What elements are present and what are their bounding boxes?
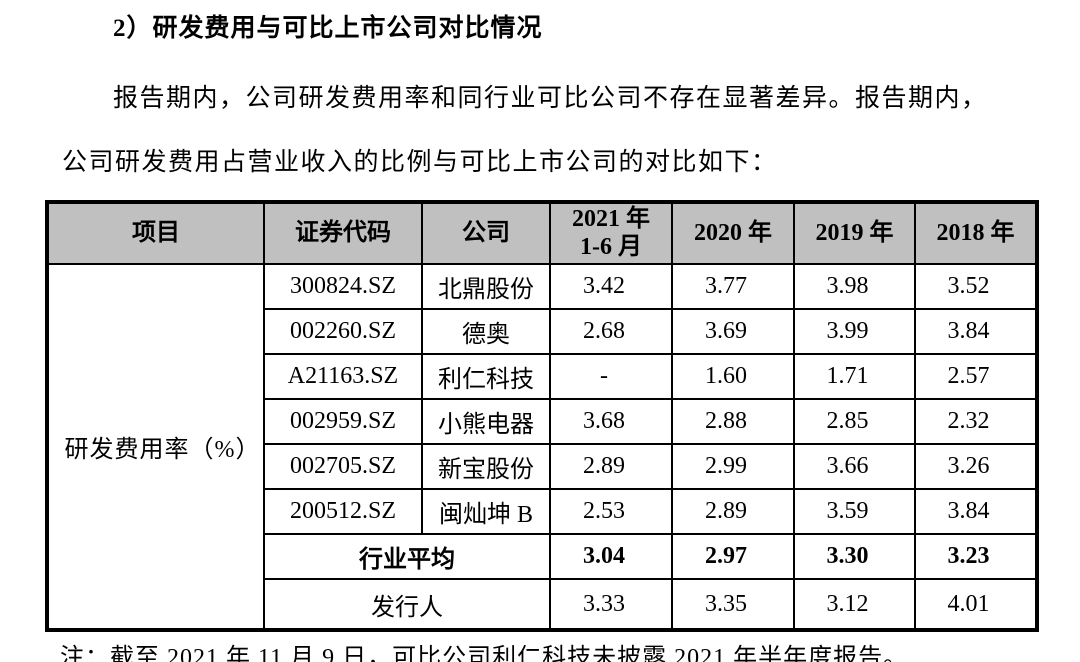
- header-2021h1-line1: 2021 年: [572, 205, 650, 232]
- value-cell: 3.66: [793, 443, 916, 490]
- company-cell: 新宝股份: [421, 443, 551, 490]
- value-cell: 3.12: [793, 578, 916, 631]
- code-cell: 002260.SZ: [263, 308, 423, 355]
- header-2021h1-line2: 1-6 月: [580, 233, 642, 260]
- table-header-row: 项目 证券代码 公司 2021 年 1-6 月 2020 年 2019 年 201…: [46, 201, 1038, 265]
- value-cell: 3.35: [671, 578, 795, 631]
- header-2018: 2018 年: [914, 201, 1038, 265]
- row-group-label: 研发费用率（%）: [46, 263, 265, 631]
- value-cell: 3.33: [549, 578, 673, 631]
- table-row: 002705.SZ 新宝股份 2.89 2.99 3.66 3.26: [47, 443, 1038, 490]
- code-cell: 300824.SZ: [263, 263, 423, 310]
- code-cell: 200512.SZ: [263, 488, 423, 535]
- value-cell: 3.26: [914, 443, 1038, 490]
- table-row: A21163.SZ 利仁科技 - 1.60 1.71 2.57: [47, 353, 1038, 400]
- value-cell: 3.04: [549, 533, 673, 580]
- table-row: 研发费用率（%） 300824.SZ 北鼎股份 3.42 3.77 3.98 3…: [46, 263, 1038, 631]
- header-company: 公司: [421, 201, 551, 265]
- header-2020: 2020 年: [671, 201, 795, 265]
- table-row: 200512.SZ 闽灿坤 B 2.53 2.89 3.59 3.84: [47, 488, 1038, 535]
- value-cell: 3.59: [793, 488, 916, 535]
- value-cell: 3.68: [549, 398, 673, 445]
- value-cell: 3.52: [914, 263, 1038, 310]
- value-cell: 3.99: [793, 308, 916, 355]
- value-cell: 3.69: [671, 308, 795, 355]
- section-heading: 2）研发费用与可比上市公司对比情况: [113, 15, 543, 42]
- value-cell: 2.89: [671, 488, 795, 535]
- header-code: 证券代码: [263, 201, 423, 265]
- value-cell: 2.32: [914, 398, 1038, 445]
- value-cell: 2.99: [671, 443, 795, 490]
- body-paragraph-line-1: 报告期内，公司研发费用率和同行业可比公司不存在显著差异。报告期内，: [113, 85, 988, 112]
- value-cell: 1.71: [793, 353, 916, 400]
- value-cell: 4.01: [914, 578, 1038, 631]
- company-cell: 小熊电器: [421, 398, 551, 445]
- value-cell: 2.85: [793, 398, 916, 445]
- table-footnote: 注：截至 2021 年 11 月 9 日，可比公司利仁科技未披露 2021 年半…: [60, 645, 909, 662]
- value-cell: 3.84: [914, 488, 1038, 535]
- value-cell: 2.89: [549, 443, 673, 490]
- company-cell: 北鼎股份: [421, 263, 551, 310]
- company-cell: 利仁科技: [421, 353, 551, 400]
- summary-label: 发行人: [263, 578, 551, 631]
- code-cell: 002959.SZ: [263, 398, 423, 445]
- header-item: 项目: [46, 201, 265, 265]
- value-cell: 3.30: [793, 533, 916, 580]
- value-cell: 2.68: [549, 308, 673, 355]
- rd-expense-comparison-table: 项目 证券代码 公司 2021 年 1-6 月 2020 年 2019 年 201…: [45, 200, 1039, 632]
- value-cell: 2.88: [671, 398, 795, 445]
- code-cell: 002705.SZ: [263, 443, 423, 490]
- table-row: 002260.SZ 德奥 2.68 3.69 3.99 3.84: [47, 308, 1038, 355]
- value-cell: 3.42: [549, 263, 673, 310]
- summary-label: 行业平均: [263, 533, 551, 580]
- industry-average-row: 行业平均 3.04 2.97 3.30 3.23: [47, 533, 1038, 580]
- value-cell: 3.84: [914, 308, 1038, 355]
- value-cell: -: [549, 353, 673, 400]
- value-cell: 2.53: [549, 488, 673, 535]
- header-2019: 2019 年: [793, 201, 916, 265]
- company-cell: 德奥: [421, 308, 551, 355]
- issuer-row: 发行人 3.33 3.35 3.12 4.01: [47, 578, 1038, 631]
- value-cell: 1.60: [671, 353, 795, 400]
- body-paragraph-line-2: 公司研发费用占营业收入的比例与可比上市公司的对比如下：: [62, 149, 778, 176]
- company-cell: 闽灿坤 B: [421, 488, 551, 535]
- value-cell: 2.57: [914, 353, 1038, 400]
- value-cell: 3.23: [914, 533, 1038, 580]
- value-cell: 2.97: [671, 533, 795, 580]
- header-2021h1: 2021 年 1-6 月: [549, 201, 673, 265]
- value-cell: 3.98: [793, 263, 916, 310]
- code-cell: A21163.SZ: [263, 353, 423, 400]
- table-row: 002959.SZ 小熊电器 3.68 2.88 2.85 2.32: [47, 398, 1038, 445]
- value-cell: 3.77: [671, 263, 795, 310]
